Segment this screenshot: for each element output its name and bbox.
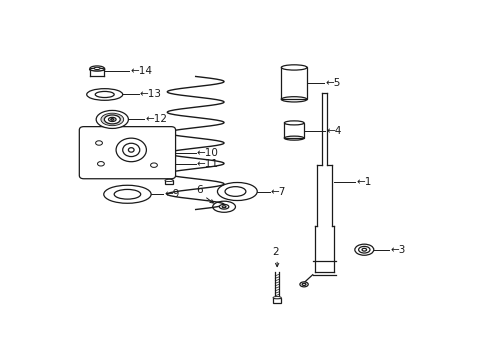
- Ellipse shape: [217, 183, 257, 201]
- Ellipse shape: [116, 138, 146, 162]
- Ellipse shape: [212, 201, 235, 212]
- Ellipse shape: [114, 189, 141, 199]
- Ellipse shape: [224, 186, 245, 196]
- Ellipse shape: [222, 206, 225, 208]
- Ellipse shape: [284, 121, 304, 125]
- Bar: [272, 298, 281, 303]
- Text: ←10: ←10: [196, 148, 218, 158]
- Ellipse shape: [361, 248, 366, 251]
- Ellipse shape: [103, 185, 151, 203]
- Ellipse shape: [284, 136, 304, 140]
- Ellipse shape: [104, 115, 120, 124]
- Ellipse shape: [219, 204, 228, 209]
- Ellipse shape: [86, 89, 122, 100]
- Text: 2: 2: [271, 247, 278, 257]
- Text: ←12: ←12: [145, 114, 167, 125]
- Bar: [164, 180, 173, 184]
- Ellipse shape: [128, 148, 134, 152]
- Ellipse shape: [95, 91, 114, 98]
- Text: ←7: ←7: [270, 186, 285, 197]
- Bar: [284, 123, 304, 138]
- Ellipse shape: [164, 179, 173, 181]
- Ellipse shape: [281, 97, 306, 102]
- Text: 8→: 8→: [116, 130, 131, 140]
- Ellipse shape: [96, 141, 102, 145]
- Text: ←11: ←11: [196, 159, 218, 169]
- Ellipse shape: [354, 244, 373, 255]
- Ellipse shape: [272, 297, 281, 299]
- Ellipse shape: [108, 117, 116, 122]
- Ellipse shape: [302, 283, 305, 285]
- Ellipse shape: [90, 66, 104, 71]
- Ellipse shape: [122, 143, 140, 157]
- Text: ←9: ←9: [164, 189, 180, 199]
- Ellipse shape: [96, 111, 128, 129]
- Ellipse shape: [101, 113, 123, 126]
- Ellipse shape: [358, 246, 369, 253]
- Text: 6: 6: [196, 185, 203, 195]
- Text: ←3: ←3: [389, 245, 405, 255]
- Text: ←14: ←14: [130, 66, 152, 76]
- Text: ←5: ←5: [325, 78, 340, 89]
- Ellipse shape: [150, 163, 157, 167]
- Ellipse shape: [281, 65, 306, 70]
- Ellipse shape: [89, 68, 104, 71]
- Bar: [281, 67, 306, 99]
- Ellipse shape: [97, 162, 104, 166]
- Text: ←1: ←1: [356, 177, 371, 187]
- Ellipse shape: [299, 282, 307, 287]
- Text: ←13: ←13: [140, 90, 162, 99]
- Text: ←4: ←4: [325, 126, 341, 135]
- FancyBboxPatch shape: [79, 127, 175, 179]
- Ellipse shape: [111, 118, 114, 120]
- Ellipse shape: [94, 67, 100, 69]
